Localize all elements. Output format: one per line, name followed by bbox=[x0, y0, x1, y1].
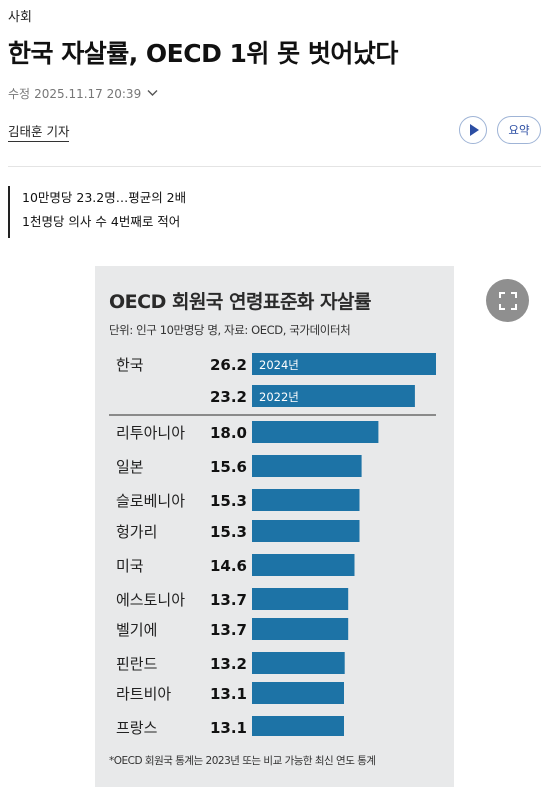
value-label: 15.3 bbox=[210, 492, 247, 510]
bar bbox=[252, 455, 362, 477]
bar bbox=[252, 520, 360, 542]
divider bbox=[8, 166, 541, 167]
value-label: 18.0 bbox=[210, 424, 247, 442]
value-label: 13.7 bbox=[210, 621, 247, 639]
section-label[interactable]: 사회 bbox=[8, 10, 32, 25]
category-label: 리투아니아 bbox=[116, 424, 185, 442]
category-label: 라트비아 bbox=[116, 685, 171, 703]
bar-year-label: 2024년 bbox=[259, 358, 299, 372]
article-meta[interactable]: 수정 2025.11.17 20:39 bbox=[8, 85, 158, 102]
subheads: 10만명당 23.2명…평균의 2배 1천명당 의사 수 4번째로 적어 bbox=[8, 186, 186, 238]
bar bbox=[252, 554, 355, 576]
expand-icon bbox=[498, 291, 517, 310]
category-label: 슬로베니아 bbox=[116, 492, 185, 510]
category-label: 프랑스 bbox=[116, 719, 158, 736]
value-label: 15.3 bbox=[210, 523, 247, 541]
meta-label: 수정 bbox=[8, 87, 31, 101]
value-label: 13.2 bbox=[210, 655, 247, 673]
bar bbox=[252, 652, 345, 674]
play-button[interactable] bbox=[459, 116, 487, 144]
category-label: 한국 bbox=[116, 356, 144, 374]
value-label: 13.1 bbox=[210, 719, 247, 736]
bar bbox=[252, 716, 344, 736]
value-label: 13.1 bbox=[210, 685, 247, 703]
value-label: 15.6 bbox=[210, 458, 247, 476]
category-label: 핀란드 bbox=[116, 655, 158, 673]
bar bbox=[252, 489, 360, 511]
play-icon bbox=[469, 124, 479, 136]
chart-footnote: *OECD 회원국 통계는 2023년 또는 비교 가능한 최신 연도 통계 bbox=[109, 755, 376, 767]
author-byline[interactable]: 김태훈 기자 bbox=[8, 121, 70, 142]
value-label: 26.2 bbox=[210, 356, 247, 374]
category-label: 에스토니아 bbox=[116, 591, 185, 609]
chevron-down-icon[interactable] bbox=[147, 87, 158, 100]
bar bbox=[252, 421, 379, 443]
bar bbox=[252, 588, 349, 610]
category-label: 헝가리 bbox=[116, 523, 157, 541]
bar-year-label: 2022년 bbox=[259, 390, 299, 404]
bar bbox=[252, 353, 436, 375]
expand-button[interactable] bbox=[486, 279, 529, 322]
bar bbox=[252, 385, 415, 407]
category-label: 일본 bbox=[116, 458, 144, 476]
chart-title: OECD 회원국 연령표준화 자살률 bbox=[109, 291, 371, 313]
headline: 한국 자살률, OECD 1위 못 벗어났다 bbox=[8, 39, 398, 68]
chart-separator bbox=[109, 414, 436, 416]
infographic: OECD 회원국 연령표준화 자살률 단위: 인구 10만명당 명, 자료: O… bbox=[95, 266, 454, 787]
value-label: 13.7 bbox=[210, 591, 247, 609]
subhead-2: 1천명당 의사 수 4번째로 적어 bbox=[22, 214, 181, 229]
chart-subtitle: 단위: 인구 10만명당 명, 자료: OECD, 국가데이터처 bbox=[109, 323, 351, 337]
category-label: 미국 bbox=[116, 557, 144, 575]
value-label: 14.6 bbox=[210, 557, 247, 575]
category-label: 벨기에 bbox=[116, 621, 157, 639]
value-label: 23.2 bbox=[210, 388, 247, 406]
bar bbox=[252, 618, 349, 640]
bar bbox=[252, 682, 344, 704]
summary-button[interactable]: 요약 bbox=[497, 116, 541, 144]
subhead-1: 10만명당 23.2명…평균의 2배 bbox=[22, 190, 187, 205]
meta-timestamp: 2025.11.17 20:39 bbox=[34, 86, 142, 101]
